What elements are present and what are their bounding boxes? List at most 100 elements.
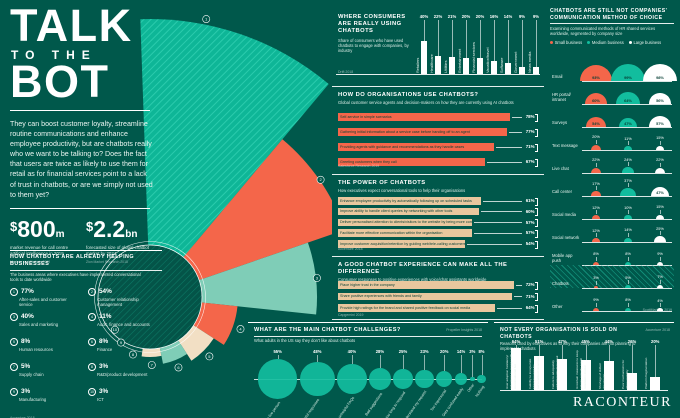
panel-source: Accenture 2018 xyxy=(645,328,670,332)
semicircle xyxy=(623,237,633,242)
methods-semicircle-chart: Email 93% 99% 98% HR portal/ intranet 60% 64% 5… xyxy=(550,8,678,316)
semicircle-value: 22% xyxy=(592,157,600,163)
bar: Gathering initial information about a se… xyxy=(338,128,508,136)
row-label: Social network xyxy=(552,235,580,241)
bar-label: Improve ability to handle client queries… xyxy=(340,209,453,214)
leader-line xyxy=(522,20,523,67)
semicircle-value: 54% xyxy=(592,121,600,126)
bar-label: Enhance employee productivity by automat… xyxy=(340,198,472,203)
fan-badge-8: 8 xyxy=(129,350,137,359)
fan-badge-5: 5 xyxy=(205,352,214,361)
bubble-value: 8% xyxy=(478,349,485,354)
bubble-value: 48% xyxy=(313,349,322,354)
semicircle xyxy=(649,93,671,104)
bubble-value: 55% xyxy=(273,349,282,354)
method-row: Call center 17% 37% 47% xyxy=(550,173,674,196)
bar-value: 20% xyxy=(475,14,485,19)
method-row: Live chat 22% 24% 22% xyxy=(550,150,674,173)
bar-label: Greeting customers when they call xyxy=(340,159,397,164)
item-number: 8 xyxy=(88,362,96,371)
semicircle xyxy=(593,285,599,288)
semicircle-value: 7% xyxy=(657,274,663,280)
bar: Enhance employee productivity by automat… xyxy=(338,197,482,205)
semicircle xyxy=(592,215,600,219)
item-number: 5 xyxy=(10,337,18,346)
bar-value: 67% xyxy=(525,159,535,164)
leader-line xyxy=(516,345,517,348)
leader-line xyxy=(628,210,629,215)
row-label: Live chat xyxy=(552,166,569,172)
row-label: HR portal/ intranet xyxy=(552,92,571,103)
leader-line xyxy=(466,20,467,58)
semicircle-value: 99% xyxy=(624,75,632,80)
semicircle xyxy=(616,92,640,104)
panel-source: Propeller Insights 2018 xyxy=(446,328,482,332)
semicircle xyxy=(590,144,602,150)
fan-center-ring xyxy=(94,241,206,353)
bar-label: Improve customer acquisition/retention b… xyxy=(340,241,465,246)
bar-label: User adoption hesitancy/ reluctance to e… xyxy=(505,351,516,389)
item-value: 54% xyxy=(99,288,112,296)
leader-line xyxy=(628,183,629,188)
panel-source: Salesforce Research 2019 xyxy=(338,164,380,168)
leader-line xyxy=(536,20,537,67)
helping-list: 1 77% After-sales and customer service 2 54%… xyxy=(10,287,162,413)
consumers-bar-chart: 40% Retailers 22% Healthcare 21% Utilities 20%… xyxy=(332,8,544,84)
bar xyxy=(511,347,521,390)
org-use-bar-chart: Self-service in simple scenarios 78% Gathe… xyxy=(332,87,544,171)
panel-not-sold: NOT EVERY ORGANISATION IS SOLD ON CHATBO… xyxy=(494,322,674,395)
panel-title: HOW CHATBOTS ARE ALREADY HELPING BUSINES… xyxy=(10,254,135,267)
legend-large-business: Large business xyxy=(628,40,661,45)
semicircle xyxy=(624,307,632,311)
semicircle xyxy=(624,261,632,265)
list-item: 8 3% R&D/product development xyxy=(88,362,160,388)
panel-subtitle: The business areas where executives have… xyxy=(10,272,141,283)
challenges-bubble-chart: 55% Keeps me from a live person 48% Too man… xyxy=(248,323,488,418)
bar-label: Uncertain measures to keep privacy, secu… xyxy=(574,350,586,389)
leader-line xyxy=(438,20,439,56)
bar-value: 22% xyxy=(433,14,443,19)
semicircle-value: 8% xyxy=(593,251,599,257)
bar-value: 20% xyxy=(650,339,660,344)
bar: Self-service in simple scenarios xyxy=(338,113,510,121)
semicircle-value: 37% xyxy=(624,177,632,183)
leader-line xyxy=(487,161,522,163)
leader-line xyxy=(655,345,656,377)
item-number: 9 xyxy=(10,387,18,396)
item-number: 6 xyxy=(88,337,96,346)
bar-value: 51% xyxy=(534,339,544,344)
semicircle xyxy=(592,307,600,311)
semicircle-value: 3% xyxy=(593,275,599,281)
stat-source: Markets and Markets 2019 xyxy=(10,259,51,264)
item-label: After-sales and customer service xyxy=(19,297,67,308)
bar: Facilitate more effective communication … xyxy=(338,229,472,237)
bar-label: Self-service in simple scenarios xyxy=(340,114,392,119)
leader-line xyxy=(452,20,453,57)
bar-value: 71% xyxy=(525,144,535,149)
bar: Place higher trust in the company xyxy=(338,281,515,289)
svg-text:1: 1 xyxy=(205,16,208,21)
item-number: 3 xyxy=(10,312,18,321)
fan-badge-6: 6 xyxy=(174,363,183,372)
semicircle xyxy=(650,186,670,196)
bar xyxy=(519,66,525,74)
bar-value: 71% xyxy=(525,293,535,299)
item-value: 8% xyxy=(99,338,109,346)
leader-line xyxy=(660,279,661,284)
bar-value: 16% xyxy=(489,14,499,19)
leader-line xyxy=(608,345,610,361)
semicircle-value: 9% xyxy=(593,297,599,303)
row-label: Chatbots xyxy=(552,281,569,287)
leader-line xyxy=(424,20,425,42)
panel-consumers: WHERE CONSUMERS ARE REALLY USING CHATBOT… xyxy=(332,8,544,84)
bar-label: Utilities xyxy=(443,60,449,73)
semicircle-value: 93% xyxy=(592,75,600,80)
axis-baseline xyxy=(336,74,540,75)
panel-subtitle: What adults in the US say they don't lik… xyxy=(254,337,356,343)
bar xyxy=(580,360,591,390)
method-row: Social media 12% 10% 15% xyxy=(550,196,674,219)
svg-text:10: 10 xyxy=(113,327,118,332)
semicircle-value: 17% xyxy=(592,180,600,186)
leader-line xyxy=(496,146,522,148)
